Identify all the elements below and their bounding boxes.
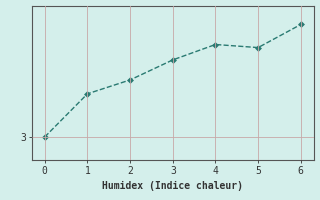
X-axis label: Humidex (Indice chaleur): Humidex (Indice chaleur) — [102, 181, 243, 191]
